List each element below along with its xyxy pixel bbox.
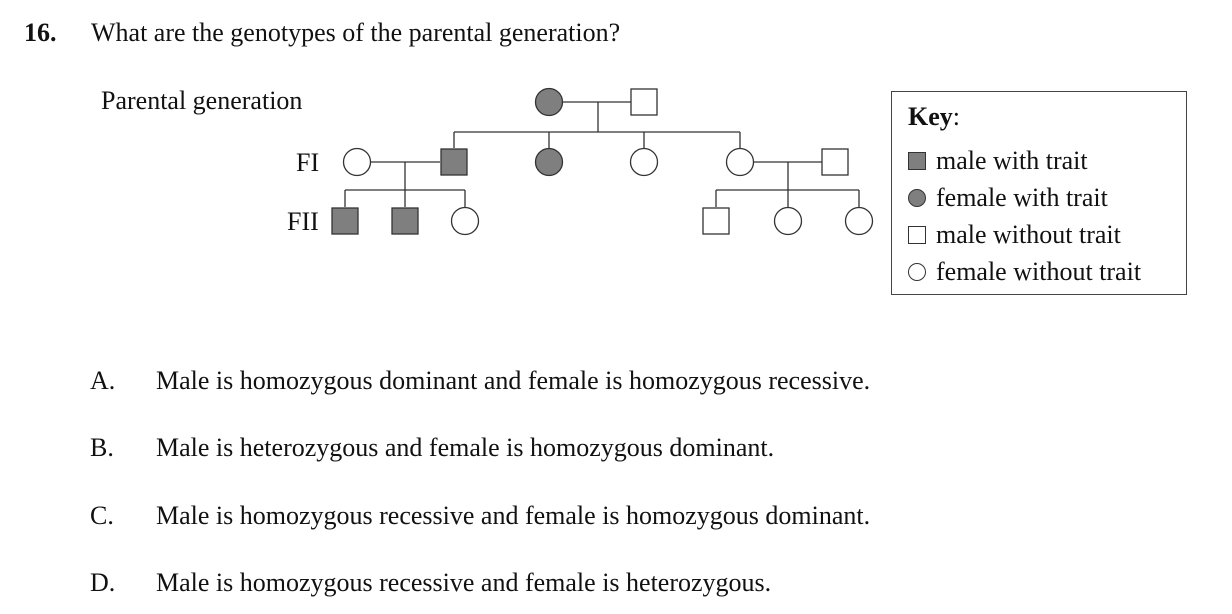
filled-square-icon bbox=[908, 152, 926, 170]
key-item-female-with-trait: female with trait bbox=[908, 183, 1108, 213]
fi-generation-label: FI bbox=[296, 148, 320, 177]
empty-square-icon bbox=[908, 226, 926, 244]
affected-male-square-icon bbox=[391, 207, 419, 235]
pedigree-lines bbox=[344, 101, 860, 207]
unaffected-male-square-icon bbox=[702, 207, 730, 235]
key-item-male-without-trait: male without trait bbox=[908, 220, 1121, 250]
option-letter: C. bbox=[90, 501, 114, 530]
key-item-male-with-trait: male with trait bbox=[908, 146, 1088, 176]
option-text: Male is homozygous recessive and female … bbox=[156, 568, 772, 597]
key-title: Key: bbox=[908, 102, 960, 131]
key-item-label: male without trait bbox=[936, 220, 1121, 249]
fii-generation-label: FII bbox=[287, 207, 319, 236]
unaffected-male-square-icon bbox=[821, 148, 849, 176]
pedigree-symbols bbox=[331, 87, 874, 236]
key-item-label: male with trait bbox=[936, 146, 1088, 175]
affected-female-circle-icon bbox=[534, 147, 564, 177]
affected-female-circle-icon bbox=[534, 87, 564, 117]
unaffected-female-circle-icon bbox=[342, 147, 372, 177]
question-number: 16. bbox=[24, 18, 57, 47]
unaffected-female-circle-icon bbox=[450, 206, 480, 236]
option-letter: A. bbox=[90, 366, 116, 395]
key-item-label: female with trait bbox=[936, 183, 1108, 212]
unaffected-female-circle-icon bbox=[629, 147, 659, 177]
key-item-female-without-trait: female without trait bbox=[908, 257, 1141, 287]
filled-circle-icon bbox=[908, 189, 926, 207]
key-box: Key: male with trait female with trait m… bbox=[891, 91, 1187, 295]
unaffected-female-circle-icon bbox=[844, 206, 874, 236]
unaffected-female-circle-icon bbox=[725, 147, 755, 177]
option-text: Male is heterozygous and female is homoz… bbox=[156, 433, 775, 462]
affected-male-square-icon bbox=[331, 207, 359, 235]
option-text: Male is homozygous dominant and female i… bbox=[156, 366, 871, 395]
empty-circle-icon bbox=[908, 263, 926, 281]
key-item-label: female without trait bbox=[936, 257, 1142, 286]
option-letter: B. bbox=[90, 433, 114, 462]
option-letter: D. bbox=[90, 568, 116, 597]
parental-generation-label: Parental generation bbox=[101, 86, 303, 115]
affected-male-square-icon bbox=[440, 148, 468, 176]
question-text: What are the genotypes of the parental g… bbox=[91, 18, 621, 47]
unaffected-male-square-icon bbox=[630, 88, 658, 116]
option-text: Male is homozygous recessive and female … bbox=[156, 501, 871, 530]
unaffected-female-circle-icon bbox=[773, 206, 803, 236]
